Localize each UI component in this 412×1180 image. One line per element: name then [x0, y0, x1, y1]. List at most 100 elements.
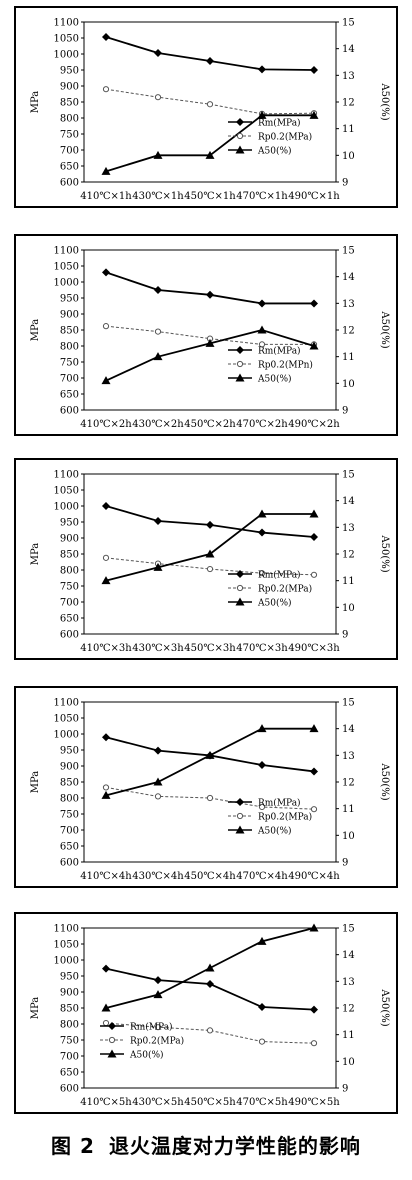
chart5-series-0-point-1 — [154, 976, 162, 985]
chart3-series-0-point-0 — [102, 502, 110, 510]
chart1-series-2-point-1 — [153, 150, 163, 159]
chart2-series-0-point-0 — [102, 268, 110, 277]
chart4-xtick-label-3: 470℃×4h — [236, 871, 288, 882]
chart4-legend-label-2: A50(%) — [257, 826, 292, 837]
chart5-series-1-point-2 — [206, 1027, 214, 1034]
chart5-xtick-label-3: 470℃×5h — [236, 1097, 288, 1108]
chart1-series-1-point-0 — [102, 86, 110, 93]
chart3-xtick-label-1: 430℃×3h — [132, 643, 184, 654]
chart1-xtick-label-0: 410℃×1h — [80, 191, 132, 202]
chart3-legend-marker-1 — [236, 584, 244, 592]
chart4-ytick-label-1: 650 — [60, 842, 79, 853]
chart4-series-2-point-3 — [257, 724, 267, 733]
chart3-ylabel: MPa — [30, 543, 41, 566]
chart1-y2tick-label-5: 14 — [342, 44, 355, 55]
chart2-series-2-point-3 — [257, 325, 267, 334]
chart3-y2tick-label-1: 10 — [342, 603, 355, 614]
chart3-y2tick-label-4: 13 — [342, 523, 355, 534]
chart3-series-1-point-2 — [206, 565, 214, 573]
chart5-series-2-point-0 — [101, 1003, 111, 1012]
chart2-ytick-label-6: 900 — [60, 310, 79, 321]
chart-panel-4: 600 650 700 750 800 850 900 950 1000 1050 1100 9 10 1… — [14, 686, 398, 888]
chart1-series-0-point-4 — [310, 66, 318, 74]
chart1-y2label: A50(%) — [379, 82, 390, 120]
chart1-legend-label-2: A50(%) — [257, 146, 292, 157]
chart5-series-2-point-3 — [257, 936, 267, 945]
chart5-y2tick-label-5: 14 — [342, 950, 355, 961]
chart3-ytick-label-0: 600 — [60, 630, 79, 641]
chart5-y2label: A50(%) — [379, 988, 390, 1026]
chart2-ytick-label-7: 950 — [60, 294, 79, 305]
chart5-series-0-point-0 — [102, 964, 110, 973]
chart1-series-1-point-1 — [154, 94, 162, 101]
chart1-series-0-point-2 — [206, 57, 214, 66]
chart2-ytick-label-4: 800 — [60, 342, 79, 353]
chart3-series-0-point-2 — [206, 520, 214, 529]
chart1-ytick-label-10: 1100 — [54, 18, 79, 29]
figure-caption: 图 2 退火温度对力学性能的影响 — [0, 1130, 412, 1159]
chart1-ytick-label-1: 650 — [60, 162, 79, 173]
chart1-ytick-label-9: 1050 — [54, 34, 79, 45]
chart3-legend-label-1: Rp0.2(MPa) — [258, 584, 312, 595]
chart2-y2tick-label-5: 14 — [342, 272, 355, 283]
chart2-legend-label-2: A50(%) — [257, 374, 292, 385]
chart1-ytick-label-5: 850 — [60, 98, 79, 109]
chart2-series-0-point-2 — [206, 290, 214, 299]
chart4-ytick-label-3: 750 — [60, 810, 79, 821]
chart2-y2tick-label-4: 13 — [342, 299, 355, 310]
chart2-legend-label-0: Rm(MPa) — [258, 346, 301, 357]
chart2-ytick-label-0: 600 — [60, 406, 79, 417]
chart5-ytick-label-7: 950 — [60, 972, 79, 983]
chart5-y2tick-label-1: 10 — [342, 1057, 355, 1068]
chart3-y2tick-label-5: 14 — [342, 496, 355, 507]
chart5-ytick-label-1: 650 — [60, 1068, 79, 1079]
chart3-ytick-label-4: 800 — [60, 566, 79, 577]
chart2-ytick-label-10: 1100 — [54, 246, 79, 257]
chart3-ytick-label-9: 1050 — [54, 486, 79, 497]
chart3-y2label: A50(%) — [379, 534, 390, 572]
chart2-plot-frame — [83, 249, 337, 411]
chart4-legend-marker-0 — [236, 798, 244, 806]
chart2-legend-marker-2 — [235, 373, 245, 382]
chart5-series-0-point-2 — [206, 980, 214, 988]
chart4-xtick-label-1: 430℃×4h — [132, 871, 184, 882]
chart2-series-2-point-4 — [309, 341, 319, 350]
chart3-ytick-label-1: 650 — [60, 614, 79, 625]
chart4-ytick-label-4: 800 — [60, 794, 79, 805]
chart2-xtick-label-2: 450℃×2h — [184, 419, 236, 430]
chart5-series-1-point-1 — [154, 1024, 162, 1031]
chart1-xtick-label-2: 450℃×1h — [184, 191, 236, 202]
chart2-y2label: A50(%) — [379, 310, 390, 348]
chart5-xtick-label-0: 410℃×5h — [80, 1097, 132, 1108]
chart4-legend-marker-1 — [236, 812, 244, 820]
chart1-series-1-point-2 — [206, 101, 214, 108]
chart1-xtick-label-4: 490℃×1h — [288, 191, 340, 202]
chart4-ytick-label-6: 900 — [60, 762, 79, 773]
chart4-series-1-point-0 — [102, 784, 110, 791]
chart-svg-5: 600 650 700 750 800 850 900 950 1000 1050 1100 9 10 1… — [30, 923, 390, 1108]
chart4-ytick-label-5: 850 — [60, 778, 79, 789]
chart4-series-2-line — [105, 727, 314, 797]
chart1-ytick-label-0: 600 — [60, 178, 79, 189]
chart2-series-2-point-0 — [101, 376, 111, 385]
chart4-series-0-point-1 — [154, 746, 162, 755]
chart5-y2tick-label-2: 11 — [342, 1030, 355, 1041]
chart2-series-1-point-3 — [258, 341, 266, 348]
chart2-series-0-point-4 — [310, 299, 318, 308]
chart2-ytick-label-8: 1000 — [54, 278, 79, 289]
chart5-xtick-label-2: 450℃×5h — [184, 1097, 236, 1108]
chart4-plot-frame — [83, 701, 337, 863]
chart2-ylabel: MPa — [30, 319, 41, 342]
chart5-ytick-label-6: 900 — [60, 988, 79, 999]
chart3-series-1-point-4 — [310, 571, 318, 578]
chart4-series-2-point-0 — [101, 790, 111, 799]
chart5-series-0-point-4 — [310, 1005, 318, 1014]
chart3-series-2-point-4 — [309, 509, 319, 518]
chart5-legend-label-1: Rp0.2(MPa) — [130, 1036, 184, 1047]
chart2-series-2-point-1 — [153, 352, 163, 361]
chart1-ylabel: MPa — [30, 91, 41, 114]
chart5-series-0-line — [105, 967, 315, 1011]
chart3-series-0-point-1 — [154, 517, 162, 526]
chart2-ytick-label-2: 700 — [60, 374, 79, 385]
chart5-series-2-point-4 — [309, 923, 319, 932]
